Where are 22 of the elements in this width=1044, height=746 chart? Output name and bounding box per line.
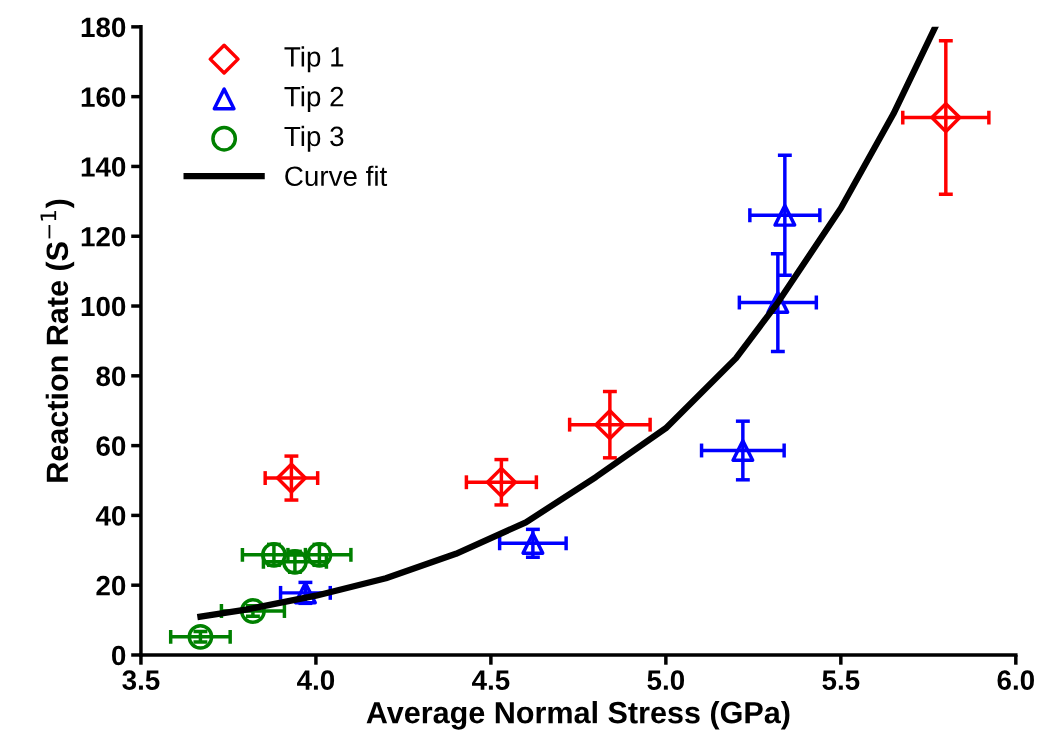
x-tick-label: 4.5 xyxy=(472,670,510,690)
legend-label: Tip 3 xyxy=(284,125,344,152)
legend-label: Tip 2 xyxy=(284,86,344,112)
legend-label: Tip 1 xyxy=(284,46,344,73)
y-tick-label: 0 xyxy=(112,645,126,666)
y-tick-label: 160 xyxy=(81,87,126,107)
legend-label: Curve fit xyxy=(285,165,388,187)
y-tick-label: 80 xyxy=(96,366,126,387)
x-axis-title: Average Normal Stress (GPa) xyxy=(366,701,790,730)
y-tick-label: 180 xyxy=(81,17,126,38)
y-tick-label: 20 xyxy=(96,575,126,596)
y-tick-label: 120 xyxy=(81,226,126,247)
x-tick-label: 4.0 xyxy=(297,670,335,690)
y-axis-title: Reaction Rate (S$^{−1}$) xyxy=(40,199,75,482)
x-tick-label: 6.0 xyxy=(997,670,1034,690)
y-tick-label: 40 xyxy=(95,506,126,526)
x-tick-label: 3.5 xyxy=(122,670,160,691)
x-tick-label: 5.0 xyxy=(647,670,685,690)
x-tick-label: 5.5 xyxy=(822,670,860,690)
y-tick-label: 140 xyxy=(81,157,126,177)
y-tick-label: 60 xyxy=(96,436,126,456)
y-tick-label: 100 xyxy=(81,296,126,317)
